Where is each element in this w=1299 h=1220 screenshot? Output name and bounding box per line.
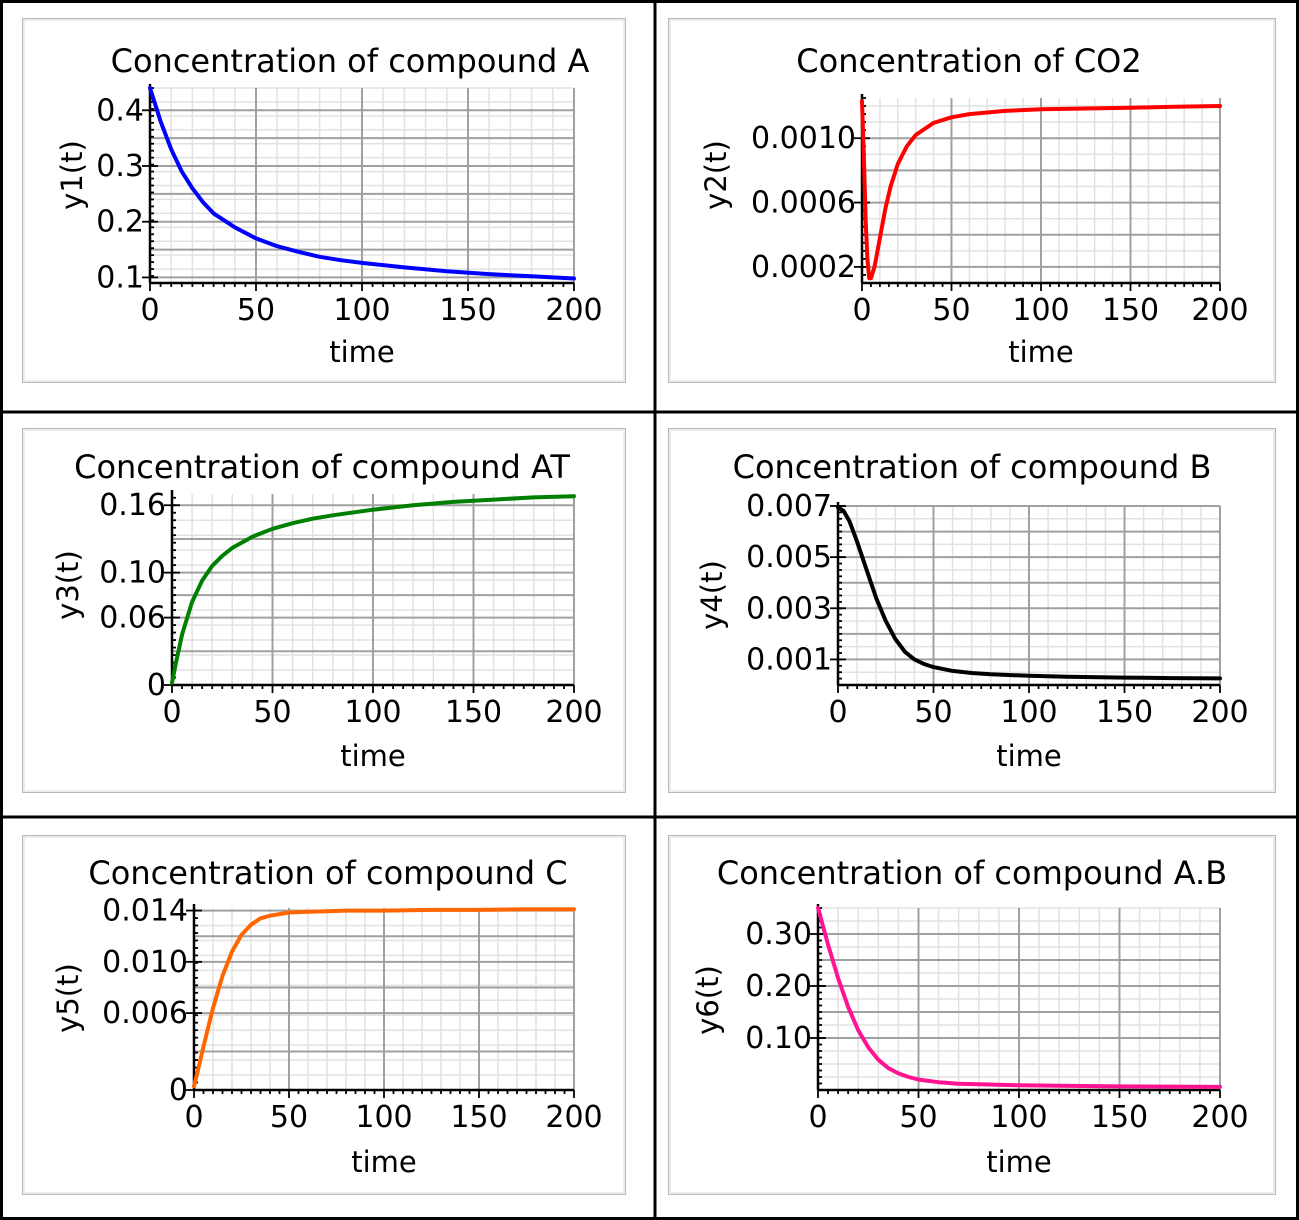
chart-4-y-label: y4(t) bbox=[695, 560, 729, 630]
chart-3-y-tick-label: 0.10 bbox=[99, 556, 166, 591]
chart-5-y-tick-label: 0.014 bbox=[102, 894, 188, 929]
chart-1-x-tick-label: 150 bbox=[439, 293, 496, 328]
chart-2-frame bbox=[668, 18, 1276, 383]
chart-6-y-tick-label: 0.20 bbox=[745, 969, 812, 1004]
chart-6-y-tick-label: 0.10 bbox=[745, 1021, 812, 1056]
chart-3-series-line bbox=[170, 494, 576, 685]
chart-6-x-label: time bbox=[986, 1145, 1052, 1179]
chart-4-x-tick-label: 200 bbox=[1191, 695, 1248, 730]
chart-4-x-tick-label: 150 bbox=[1096, 695, 1153, 730]
chart-2-x-tick-label: 50 bbox=[932, 293, 970, 328]
chart-5-series-line bbox=[192, 907, 576, 1089]
chart-6-frame bbox=[668, 835, 1276, 1195]
chart-6-x-tick-label: 50 bbox=[899, 1100, 937, 1135]
chart-1-x-label: time bbox=[329, 335, 395, 369]
chart-3-y-label: y3(t) bbox=[51, 550, 85, 620]
chart-4-y-tick-label: 0.003 bbox=[746, 591, 832, 626]
chart-3-x-tick-label: 50 bbox=[253, 695, 291, 730]
chart-3-x-tick-label: 150 bbox=[445, 695, 502, 730]
chart-4-x-tick-label: 100 bbox=[1000, 695, 1057, 730]
chart-1-frame bbox=[22, 18, 626, 383]
chart-1-x-tick-label: 100 bbox=[333, 293, 390, 328]
chart-6-x-tick-label: 100 bbox=[990, 1100, 1047, 1135]
chart-4-frame bbox=[668, 428, 1276, 793]
chart-3-title: Concentration of compound AT bbox=[74, 448, 570, 486]
chart-3-y-tick-label: 0.06 bbox=[99, 601, 166, 636]
chart-5-frame bbox=[22, 835, 626, 1195]
chart-6-x-tick-label: 200 bbox=[1191, 1100, 1248, 1135]
chart-2-x-tick-label: 150 bbox=[1102, 293, 1159, 328]
chart-6-x-tick-label: 0 bbox=[808, 1100, 827, 1135]
chart-2-x-tick-label: 0 bbox=[852, 293, 871, 328]
chart-5-title: Concentration of compound C bbox=[88, 854, 567, 892]
chart-5-y-tick-label: 0 bbox=[169, 1073, 188, 1108]
chart-1-y-tick-label: 0.2 bbox=[96, 205, 144, 240]
chart-5-x-tick-label: 0 bbox=[184, 1100, 203, 1135]
chart-3-x-tick-label: 100 bbox=[344, 695, 401, 730]
chart-4-y-tick-label: 0.005 bbox=[746, 540, 832, 575]
chart-4-series-line bbox=[836, 505, 1222, 681]
chart-6-series-line bbox=[816, 906, 1222, 1089]
chart-1-title: Concentration of compound A bbox=[111, 42, 590, 80]
chart-5-x-tick-label: 200 bbox=[545, 1100, 602, 1135]
chart-1-x-tick-label: 50 bbox=[237, 293, 275, 328]
chart-6-y-label: y6(t) bbox=[691, 965, 725, 1035]
chart-5-y-label: y5(t) bbox=[51, 963, 85, 1033]
chart-2-x-tick-label: 100 bbox=[1012, 293, 1069, 328]
chart-3-x-label: time bbox=[340, 739, 406, 773]
chart-2-x-tick-label: 200 bbox=[1191, 293, 1248, 328]
chart-1-y-tick-label: 0.3 bbox=[96, 149, 144, 184]
chart-4-y-tick-label: 0.007 bbox=[746, 489, 832, 524]
chart-1-series-line bbox=[148, 86, 576, 281]
chart-5-x-tick-label: 50 bbox=[270, 1100, 308, 1135]
chart-1-x-tick-label: 0 bbox=[140, 293, 159, 328]
chart-5-x-tick-label: 100 bbox=[355, 1100, 412, 1135]
chart-4-x-tick-label: 50 bbox=[914, 695, 952, 730]
chart-1-y-label: y1(t) bbox=[55, 140, 89, 210]
chart-1-x-tick-label: 200 bbox=[545, 293, 602, 328]
chart-2-x-label: time bbox=[1008, 335, 1074, 369]
chart-4-x-label: time bbox=[996, 739, 1062, 773]
chart-3-y-tick-label: 0 bbox=[147, 668, 166, 703]
chart-3-y-tick-label: 0.16 bbox=[99, 488, 166, 523]
chart-4-title: Concentration of compound B bbox=[733, 448, 1212, 486]
chart-2-title: Concentration of CO2 bbox=[796, 42, 1141, 80]
chart-5-x-label: time bbox=[351, 1145, 417, 1179]
chart-2-y-tick-label: 0.0006 bbox=[751, 186, 856, 221]
chart-6-x-tick-label: 150 bbox=[1091, 1100, 1148, 1135]
chart-2-y-tick-label: 0.0002 bbox=[751, 250, 856, 285]
chart-4-x-tick-label: 0 bbox=[828, 695, 847, 730]
chart-2-series-line bbox=[860, 99, 1222, 281]
chart-3-frame bbox=[22, 428, 626, 793]
chart-2-y-label: y2(t) bbox=[699, 140, 733, 210]
chart-3-x-tick-label: 200 bbox=[545, 695, 602, 730]
chart-5-x-tick-label: 150 bbox=[450, 1100, 507, 1135]
chart-6-y-tick-label: 0.30 bbox=[745, 917, 812, 952]
chart-1-y-tick-label: 0.4 bbox=[96, 93, 144, 128]
chart-3-x-tick-label: 0 bbox=[162, 695, 181, 730]
chart-6-title: Concentration of compound A.B bbox=[717, 854, 1227, 892]
chart-2-y-tick-label: 0.0010 bbox=[751, 121, 856, 156]
chart-1-y-tick-label: 0.1 bbox=[96, 260, 144, 295]
chart-5-y-tick-label: 0.006 bbox=[102, 996, 188, 1031]
chart-5-y-tick-label: 0.010 bbox=[102, 945, 188, 980]
chart-4-y-tick-label: 0.001 bbox=[746, 642, 832, 677]
